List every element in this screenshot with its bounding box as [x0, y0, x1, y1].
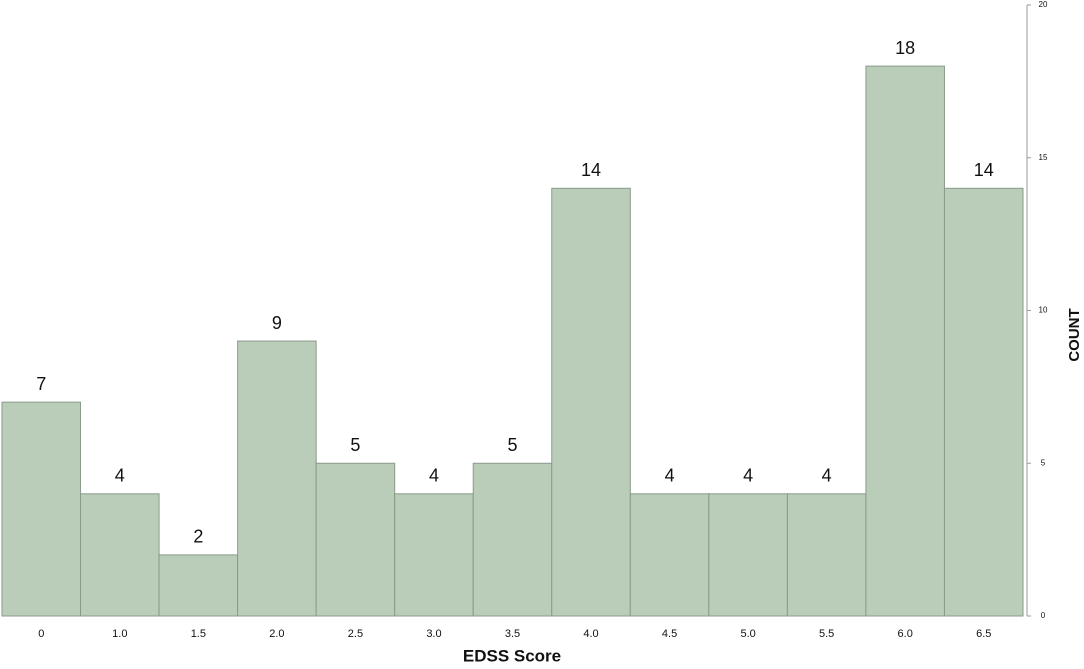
bar: [80, 493, 160, 617]
data-label: 14: [974, 160, 994, 180]
x-tick-label: 1.5: [191, 628, 206, 640]
data-label: 5: [350, 435, 360, 455]
x-tick-label: 3.0: [426, 628, 441, 640]
data-label: 4: [665, 466, 675, 486]
bar: [472, 462, 553, 617]
bar: [394, 493, 474, 617]
x-tick-label: 1.0: [112, 628, 127, 640]
bar: [551, 187, 631, 617]
x-tick-label: 5.5: [819, 628, 834, 640]
y-tick-label: 0: [1041, 611, 1046, 620]
y-tick-label: 5: [1041, 458, 1046, 467]
bar: [158, 554, 239, 617]
bar: [1, 401, 82, 617]
data-label: 4: [115, 466, 125, 486]
y-tick-label: 10: [1039, 306, 1048, 315]
x-tick-label: 3.5: [505, 628, 520, 640]
data-label: 14: [581, 160, 601, 180]
bar: [629, 493, 710, 617]
data-label: 18: [895, 38, 915, 58]
x-axis-label: EDSS Score: [463, 646, 561, 665]
x-tick-label: 4.5: [662, 628, 677, 640]
x-tick-label: 0: [38, 628, 44, 640]
x-tick-label: 5.0: [740, 628, 755, 640]
data-label: 4: [822, 466, 832, 486]
y-axis-label: COUNT: [1066, 308, 1083, 361]
bar: [708, 493, 788, 617]
x-tick-label: 2.5: [348, 628, 363, 640]
x-tick-label: 4.0: [583, 628, 598, 640]
bar: [943, 187, 1024, 617]
bar: [315, 462, 396, 617]
data-label: 2: [193, 527, 203, 547]
y-tick-label: 15: [1039, 153, 1048, 162]
bar: [786, 493, 867, 617]
x-tick-label: 6.5: [976, 628, 991, 640]
x-tick-label: 6.0: [898, 628, 913, 640]
y-tick-label: 20: [1039, 0, 1048, 9]
x-tick-label: 2.0: [269, 628, 284, 640]
bar: [237, 340, 317, 617]
data-label: 9: [272, 313, 282, 333]
data-label: 4: [743, 466, 753, 486]
data-label: 5: [507, 435, 517, 455]
bar: [865, 65, 945, 617]
data-label: 7: [36, 374, 46, 394]
data-label: 4: [429, 466, 439, 486]
